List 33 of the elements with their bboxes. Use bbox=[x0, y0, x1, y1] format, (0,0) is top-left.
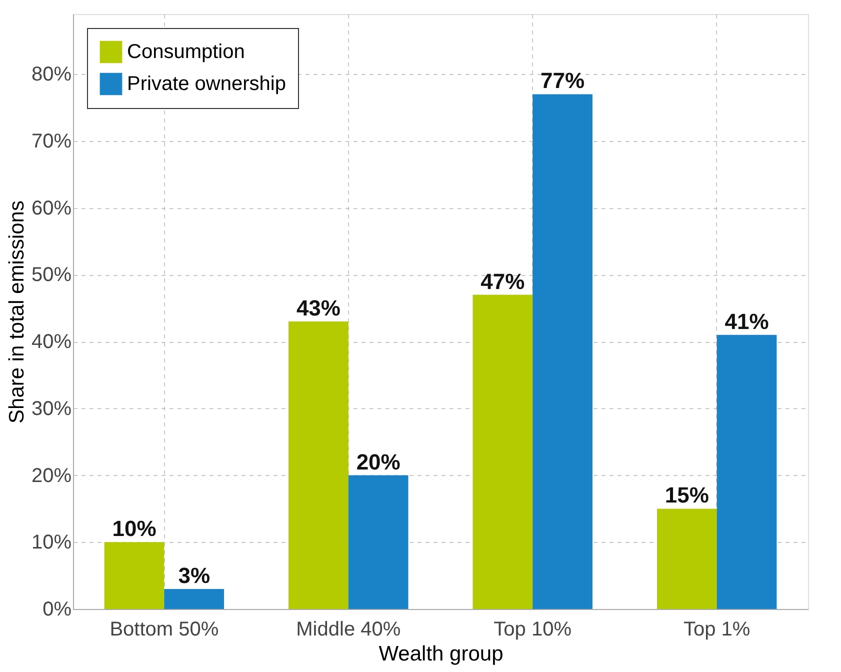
x-tick-label: Bottom 50% bbox=[110, 618, 219, 640]
data-label: 10% bbox=[112, 516, 156, 542]
bar bbox=[288, 322, 348, 609]
data-label: 43% bbox=[296, 296, 340, 321]
data-label: 20% bbox=[356, 449, 400, 474]
data-label: 15% bbox=[664, 482, 709, 508]
x-axis-title: Wealth group bbox=[378, 642, 504, 666]
y-tick-label: 0% bbox=[42, 598, 72, 620]
data-label: 3% bbox=[178, 562, 210, 588]
legend-label: Private ownership bbox=[127, 73, 286, 95]
y-tick-label: 60% bbox=[31, 197, 72, 220]
legend-label: Consumption bbox=[127, 41, 245, 63]
bar bbox=[164, 588, 224, 609]
data-label: 47% bbox=[480, 268, 525, 294]
y-tick-label: 20% bbox=[31, 464, 72, 487]
bar bbox=[348, 475, 408, 609]
x-tick-label: Top 10% bbox=[494, 618, 572, 640]
y-tick-label: 50% bbox=[31, 264, 72, 286]
y-tick-label: 80% bbox=[31, 64, 72, 86]
y-tick-label: 40% bbox=[31, 331, 72, 354]
y-tick-label: 30% bbox=[31, 398, 72, 420]
y-tick-label: 70% bbox=[31, 130, 72, 153]
data-label: 41% bbox=[724, 308, 769, 334]
x-tick-label: Top 1% bbox=[683, 618, 750, 640]
bar bbox=[716, 334, 777, 609]
bar bbox=[472, 294, 533, 609]
bar bbox=[532, 94, 592, 609]
y-tick-label: 10% bbox=[31, 532, 72, 554]
bar bbox=[104, 542, 164, 609]
bar bbox=[656, 508, 717, 609]
data-label: 77% bbox=[540, 68, 585, 94]
x-tick-label: Middle 40% bbox=[296, 618, 401, 640]
y-axis-title: Share in total emissions bbox=[5, 200, 28, 424]
